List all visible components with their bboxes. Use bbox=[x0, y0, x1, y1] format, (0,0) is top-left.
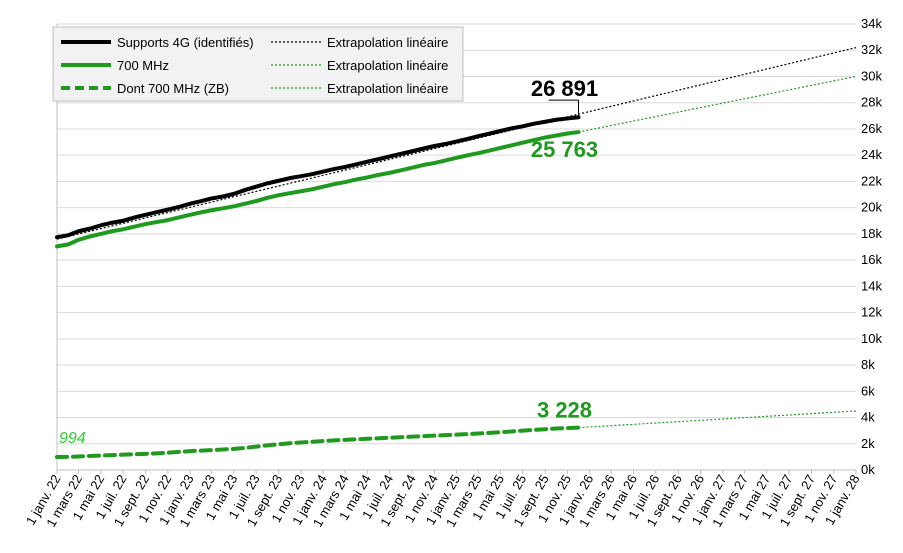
x-axis: 1 janv. 221 mars 221 mai 221 juil. 221 s… bbox=[23, 470, 863, 530]
y-tick-label: 6k bbox=[861, 383, 875, 398]
y-tick-label: 18k bbox=[861, 226, 882, 241]
legend-label: Extrapolation linéaire bbox=[327, 35, 448, 50]
extrapolation-line bbox=[578, 410, 857, 429]
annotations: 26 891 25 763 3 228 994 bbox=[59, 76, 598, 447]
extrapolation-line bbox=[56, 47, 857, 240]
series-lines bbox=[55, 115, 581, 459]
y-tick-label: 22k bbox=[861, 173, 882, 188]
y-tick-label: 12k bbox=[861, 305, 882, 320]
y-tick-label: 24k bbox=[861, 147, 882, 162]
extrapolation-lines bbox=[56, 47, 857, 429]
y-tick-label: 2k bbox=[861, 436, 875, 451]
y-tick-label: 28k bbox=[861, 95, 882, 110]
y-tick-label: 0k bbox=[861, 462, 875, 477]
y-tick-label: 10k bbox=[861, 331, 882, 346]
y-tick-label: 30k bbox=[861, 68, 882, 83]
y-axis: 0k 2k 4k 6k 8k 10k 12k 14k 16k 18k 20k 22k 24k 26k 28k… bbox=[861, 16, 882, 477]
legend-label: 700 MHz bbox=[117, 58, 169, 73]
series-line bbox=[55, 425, 581, 459]
series-line bbox=[55, 115, 581, 240]
legend-label: Supports 4G (identifiés) bbox=[117, 35, 254, 50]
y-tick-label: 34k bbox=[861, 16, 882, 31]
legend-label: Extrapolation linéaire bbox=[327, 81, 448, 96]
y-tick-label: 4k bbox=[861, 410, 875, 425]
data-label: 994 bbox=[59, 430, 86, 447]
data-label: 3 228 bbox=[537, 398, 592, 423]
legend-box bbox=[52, 26, 464, 102]
legend: Supports 4G (identifiés) Extrapolation li… bbox=[52, 26, 464, 102]
extrapolation-line bbox=[578, 75, 857, 133]
legend-label: Dont 700 MHz (ZB) bbox=[117, 81, 229, 96]
series-line bbox=[55, 130, 581, 249]
y-tick-label: 16k bbox=[861, 252, 882, 267]
y-tick-label: 32k bbox=[861, 42, 882, 57]
y-tick-label: 26k bbox=[861, 121, 882, 136]
legend-label: Extrapolation linéaire bbox=[327, 58, 448, 73]
y-tick-label: 8k bbox=[861, 357, 875, 372]
data-label: 26 891 bbox=[531, 76, 598, 101]
y-tick-label: 20k bbox=[861, 200, 882, 215]
data-label: 25 763 bbox=[531, 137, 598, 162]
y-tick-label: 14k bbox=[861, 278, 882, 293]
